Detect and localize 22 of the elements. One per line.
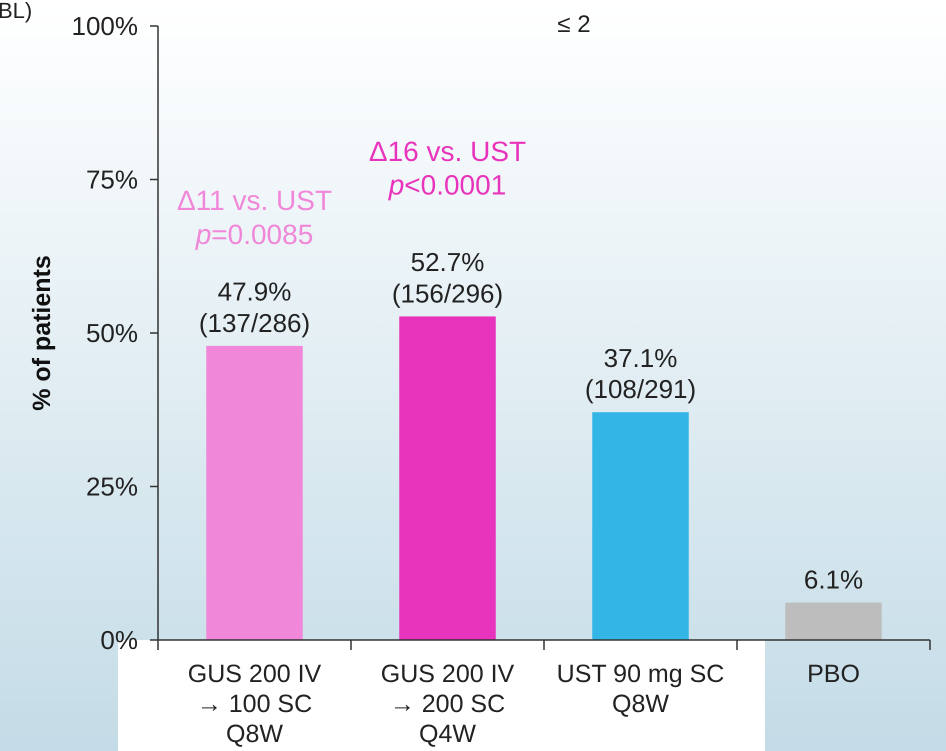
y-tick-label: 75% — [86, 164, 138, 195]
y-tick-label: 50% — [86, 318, 138, 348]
data-label: 6.1% — [804, 564, 864, 595]
data-label: 47.9% (137/286) — [198, 276, 310, 338]
annotation: Δ11 vs. UST p=0.0085 — [176, 185, 332, 250]
annotation: ≤ 2 — [557, 11, 591, 38]
data-label: 52.7% (156/296) — [392, 247, 504, 308]
x-tick-label: PBO — [807, 660, 860, 688]
data-label: 37.1% (108/291) — [584, 343, 696, 404]
y-tick-label: 0% — [100, 625, 138, 656]
annotation: Δ16 vs. UST p<0.0001 — [368, 136, 526, 201]
y-axis-title: % of patients — [28, 255, 56, 411]
x-tick-label: GUS 200 IV → 100 SC Q8W — [188, 660, 322, 748]
text: BL) — [0, 0, 32, 23]
x-tick-label: GUS 200 IV → 200 SC Q4W — [380, 660, 515, 748]
y-tick-label: 25% — [86, 472, 138, 502]
bar — [592, 412, 689, 640]
x-tick-label: UST 90 mg SC Q8W — [556, 660, 724, 718]
bar — [399, 316, 496, 640]
bar — [206, 346, 303, 640]
bar — [785, 602, 882, 640]
y-tick-label: 100% — [72, 11, 138, 42]
